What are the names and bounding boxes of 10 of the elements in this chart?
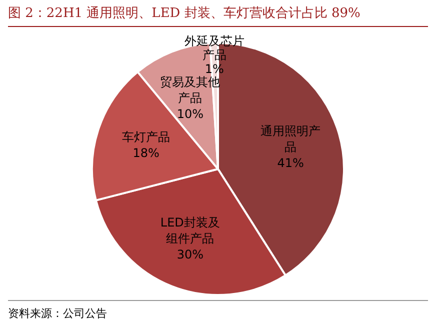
data-label: 41% [277,156,304,170]
text: 资料来源：公司公告 [8,300,428,321]
slice-label: LED封装及组件产品 [160,215,220,246]
data-label: 1% [204,62,224,76]
data-label: 18% [132,146,160,160]
slice-label: 车灯产品 [122,130,170,144]
chart-title: 图 2：22H1 通用照明、LED 封装、车灯营收合计占比 89% [8,4,428,27]
data-label: 10% [176,106,204,121]
slice-label: 通用照明产品 [260,124,321,154]
data-label: 30% [176,247,204,262]
